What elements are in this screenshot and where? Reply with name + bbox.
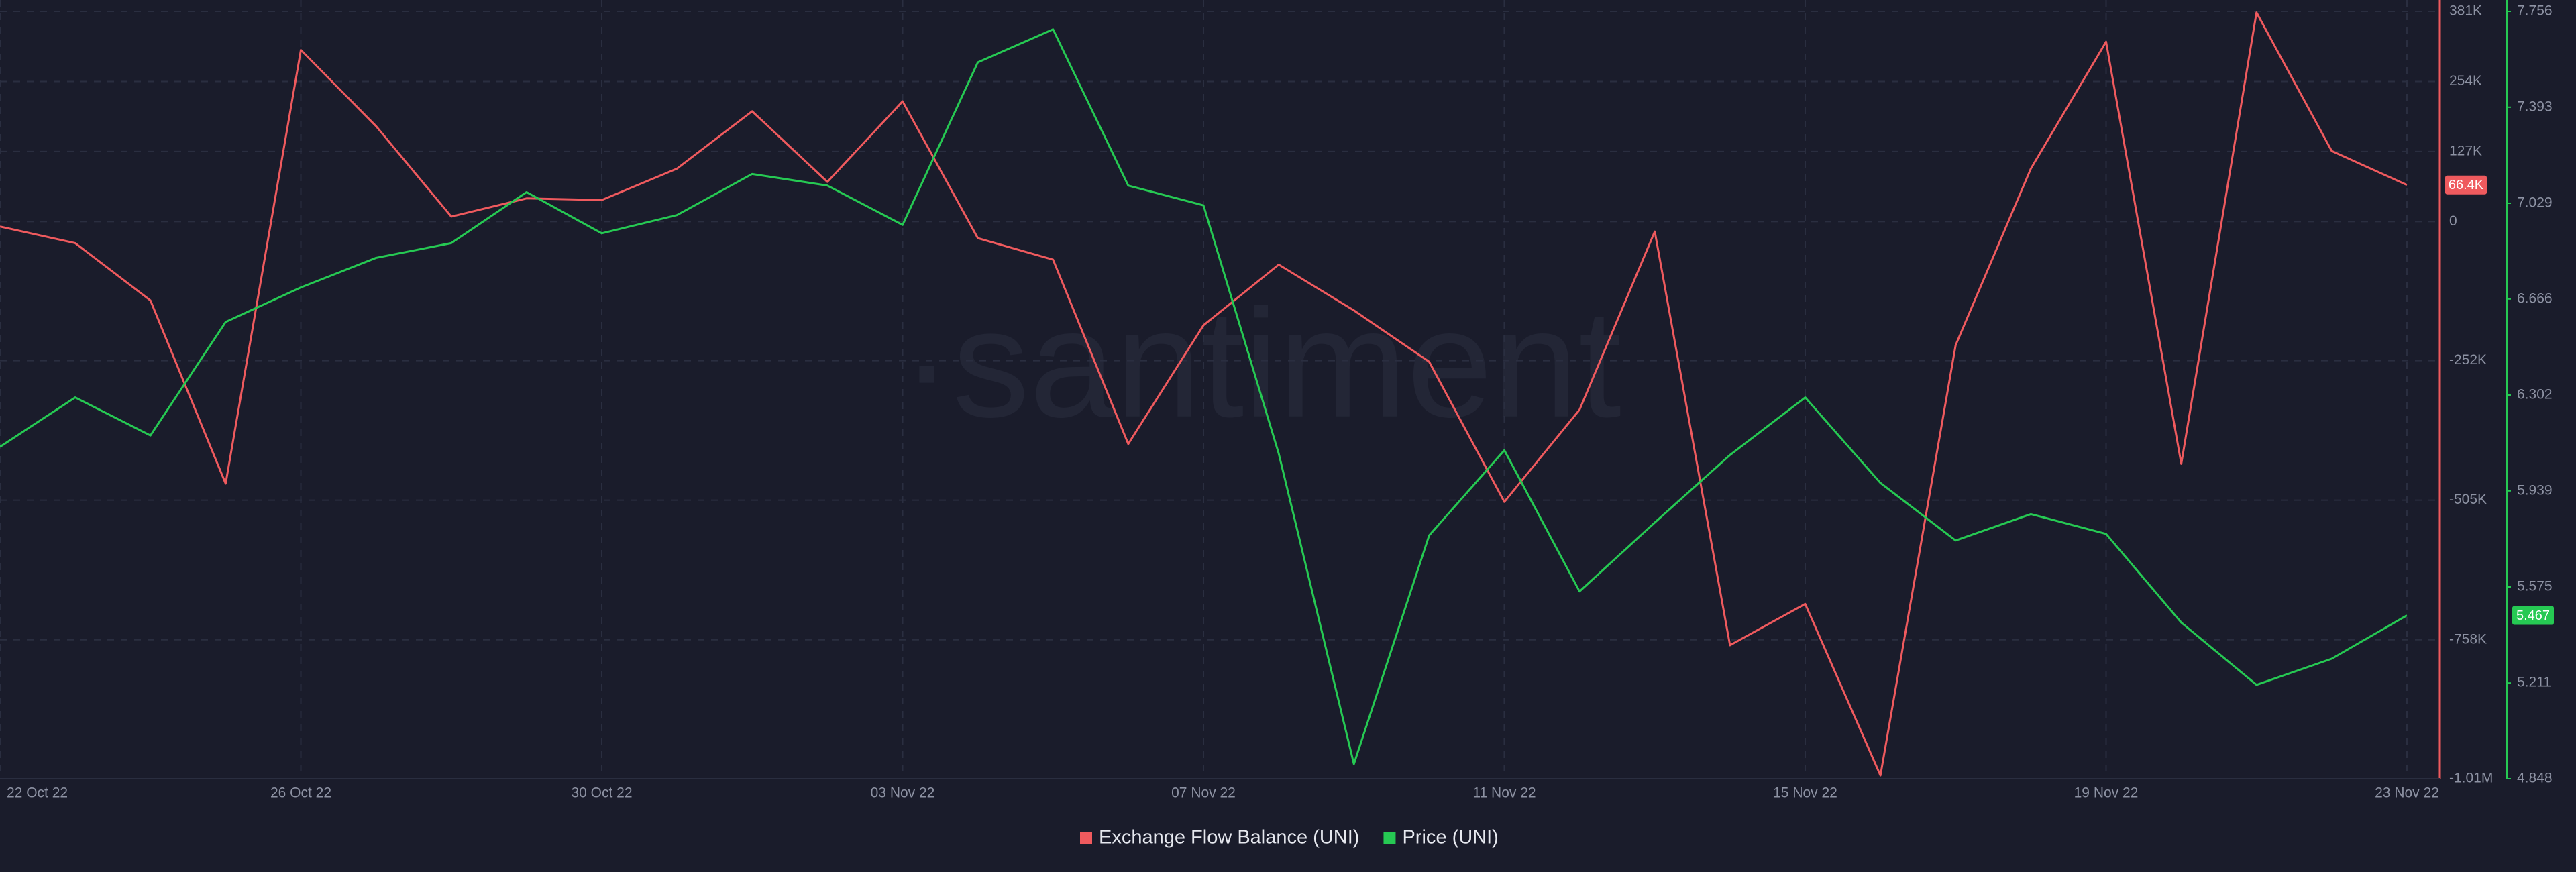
y2-tick-label: 6.666 xyxy=(2517,290,2553,306)
y-tick-label: -1.01M xyxy=(2449,771,2493,786)
series-line xyxy=(0,28,2408,765)
y-tick-label: 254K xyxy=(2449,73,2482,89)
x-tick-label: 15 Nov 22 xyxy=(1773,785,1837,801)
y2-tick-label: 7.393 xyxy=(2517,99,2553,114)
badge-bg xyxy=(2512,606,2554,625)
legend-swatch xyxy=(1080,832,1092,844)
x-tick-label: 23 Nov 22 xyxy=(2375,785,2439,801)
watermark: ·santiment xyxy=(901,277,1621,449)
x-tick-label: 26 Oct 22 xyxy=(270,785,331,801)
legend-item: Exchange Flow Balance (UNI) xyxy=(1080,827,1359,849)
legend-item: Price (UNI) xyxy=(1383,827,1499,849)
series-line xyxy=(0,11,2408,777)
y2-tick-label: 5.939 xyxy=(2517,482,2553,498)
last-value-badge: 66.4K xyxy=(2445,175,2487,195)
badge-label: 5.467 xyxy=(2516,608,2550,623)
y-tick-label: 127K xyxy=(2449,143,2482,158)
y-tick-label: -252K xyxy=(2449,352,2487,368)
y2-tick-label: 7.029 xyxy=(2517,195,2553,211)
badge-label: 66.4K xyxy=(2449,178,2484,193)
x-tick-label: 11 Nov 22 xyxy=(1472,785,1536,801)
badge-bg xyxy=(2445,175,2487,195)
y2-tick-label: 6.302 xyxy=(2517,387,2553,402)
y2-tick-label: 7.756 xyxy=(2517,3,2553,19)
x-tick-label: 19 Nov 22 xyxy=(2074,785,2139,801)
y2-tick-label: 5.211 xyxy=(2517,675,2551,690)
legend-swatch xyxy=(1383,832,1396,844)
y2-tick-label: 5.575 xyxy=(2517,579,2553,594)
y-tick-label: 0 xyxy=(2449,213,2457,229)
y-tick-label: 381K xyxy=(2449,3,2482,19)
y2-tick-label: 4.848 xyxy=(2517,771,2553,786)
x-tick-label: 22 Oct 22 xyxy=(7,785,68,801)
y-tick-label: -758K xyxy=(2449,631,2487,647)
legend-label: Exchange Flow Balance (UNI) xyxy=(1099,827,1359,849)
x-tick-label: 07 Nov 22 xyxy=(1171,785,1236,801)
x-tick-label: 30 Oct 22 xyxy=(571,785,632,801)
legend-label: Price (UNI) xyxy=(1402,827,1498,849)
y-tick-label: -505K xyxy=(2449,492,2487,507)
last-value-badge: 5.467 xyxy=(2512,606,2554,625)
x-tick-label: 03 Nov 22 xyxy=(871,785,935,801)
